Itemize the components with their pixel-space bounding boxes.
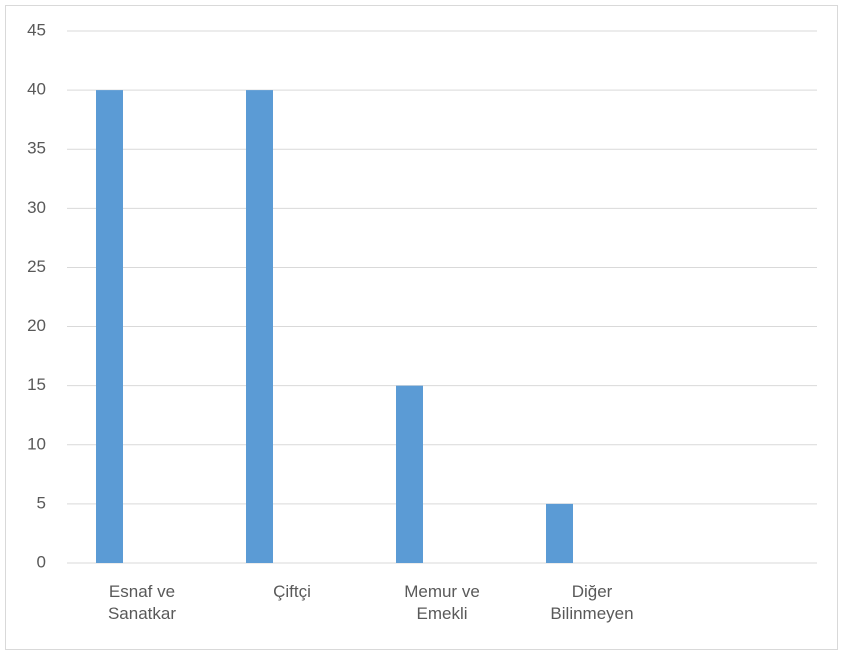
y-tick-label: 15 — [27, 375, 46, 394]
y-tick-label: 0 — [37, 552, 46, 571]
y-tick-label: 5 — [37, 493, 46, 512]
x-tick-label: Diğer Bilinmeyen — [550, 582, 634, 623]
y-tick-label: 40 — [27, 80, 46, 99]
y-tick-label: 20 — [27, 316, 46, 335]
x-tick-label: Memur ve Emekli — [404, 582, 480, 623]
bar — [246, 90, 273, 563]
y-tick-label: 30 — [27, 198, 46, 217]
y-tick-label: 35 — [27, 139, 46, 158]
y-tick-label: 10 — [27, 434, 46, 453]
bar — [546, 503, 573, 563]
y-tick-label: 25 — [27, 257, 46, 276]
bar — [96, 90, 123, 563]
bar — [396, 385, 423, 563]
y-tick-label: 45 — [27, 20, 46, 39]
x-tick-label: Esnaf ve Sanatkar — [107, 582, 177, 623]
x-tick-label: Çiftçi — [273, 582, 311, 601]
